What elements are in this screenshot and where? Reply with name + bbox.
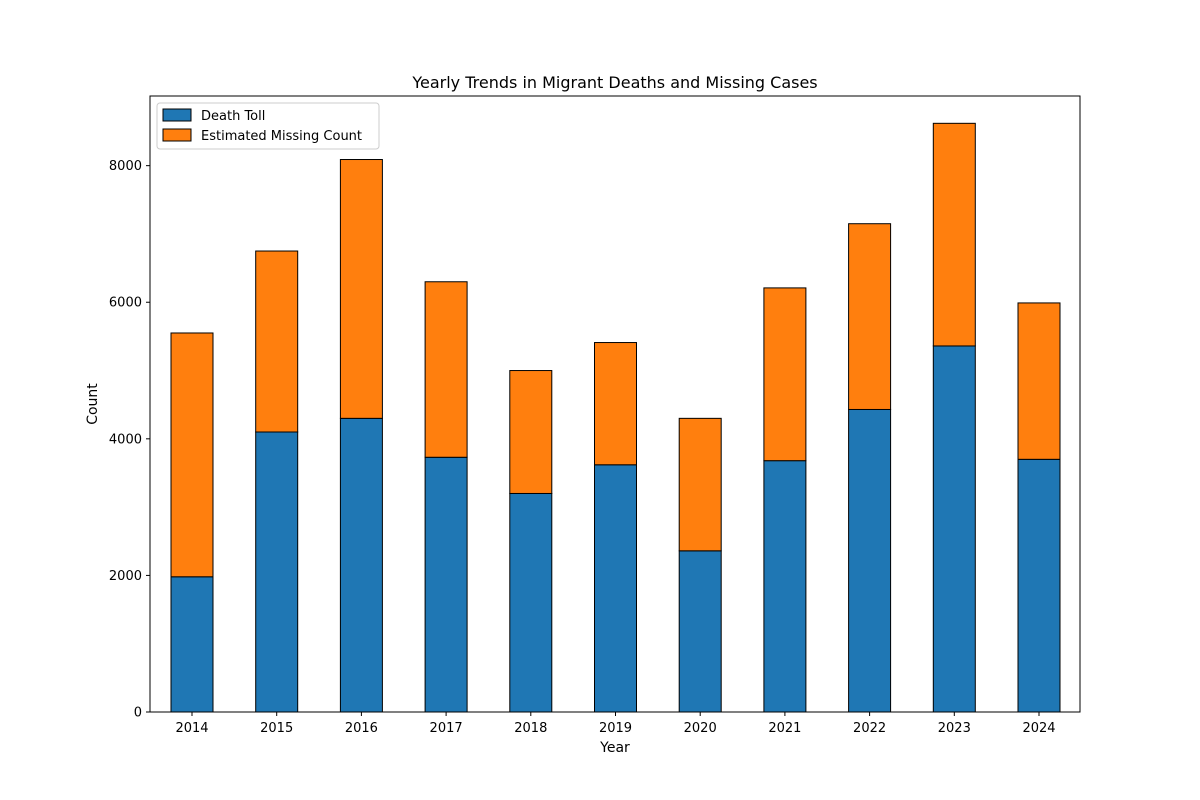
bar-death-toll-2018 (509, 492, 553, 713)
y-tick-label: 4000 (109, 432, 142, 447)
bar-death-toll-2016 (339, 417, 383, 713)
x-tick-label: 2018 (514, 721, 547, 736)
y-tick-label: 8000 (109, 159, 142, 174)
bar-estimated-missing-2016 (339, 159, 383, 419)
legend-label-estimated-missing: Estimated Missing Count (201, 129, 362, 144)
bar-estimated-missing-2024 (1017, 302, 1061, 460)
legend-frame (156, 102, 380, 150)
x-tick-label: 2020 (684, 721, 717, 736)
y-tick-label: 6000 (109, 296, 142, 311)
bar-death-toll-2021 (763, 460, 807, 713)
bar-death-toll-2022 (848, 408, 892, 713)
bar-estimated-missing-2018 (509, 370, 553, 494)
y-tick-label: 2000 (109, 569, 142, 584)
bar-estimated-missing-2021 (763, 287, 807, 462)
bars-layer (170, 122, 1061, 713)
y-axis-label: Count (85, 383, 101, 425)
x-axis-ticks: 2014 2015 2016 2017 2018 2019 2020 2021 2022 2023… (175, 712, 1056, 736)
bar-death-toll-2015 (255, 431, 299, 713)
bar-death-toll-2020 (678, 550, 722, 713)
x-tick-label: 2019 (599, 721, 632, 736)
bar-estimated-missing-2022 (848, 223, 892, 410)
legend: Death Toll Estimated Missing Count (156, 102, 380, 150)
bar-death-toll-2024 (1017, 458, 1061, 713)
bar-death-toll-2023 (932, 345, 976, 713)
y-axis-ticks: 0 2000 4000 6000 8000 (109, 159, 150, 721)
x-tick-label: 2016 (345, 721, 378, 736)
chart-title: Yearly Trends in Migrant Deaths and Miss… (411, 73, 817, 92)
x-tick-label: 2024 (1022, 721, 1055, 736)
bar-estimated-missing-2023 (932, 122, 976, 347)
bar-estimated-missing-2014 (170, 332, 214, 578)
x-tick-label: 2023 (938, 721, 971, 736)
bar-death-toll-2017 (424, 456, 468, 713)
x-tick-label: 2014 (175, 721, 208, 736)
x-tick-label: 2017 (430, 721, 463, 736)
x-tick-label: 2022 (853, 721, 886, 736)
bar-estimated-missing-2017 (424, 281, 468, 458)
x-tick-label: 2021 (768, 721, 801, 736)
bar-estimated-missing-2015 (255, 250, 299, 433)
bar-death-toll-2014 (170, 576, 214, 713)
legend-swatch-estimated-missing (162, 128, 192, 142)
bar-estimated-missing-2020 (678, 417, 722, 552)
legend-label-death-toll: Death Toll (201, 109, 265, 124)
x-axis-label: Year (599, 740, 630, 756)
y-tick-label: 0 (134, 706, 142, 721)
x-tick-label: 2015 (260, 721, 293, 736)
bar-death-toll-2019 (594, 464, 637, 713)
bar-estimated-missing-2019 (594, 342, 637, 466)
legend-swatch-death-toll (162, 108, 192, 122)
